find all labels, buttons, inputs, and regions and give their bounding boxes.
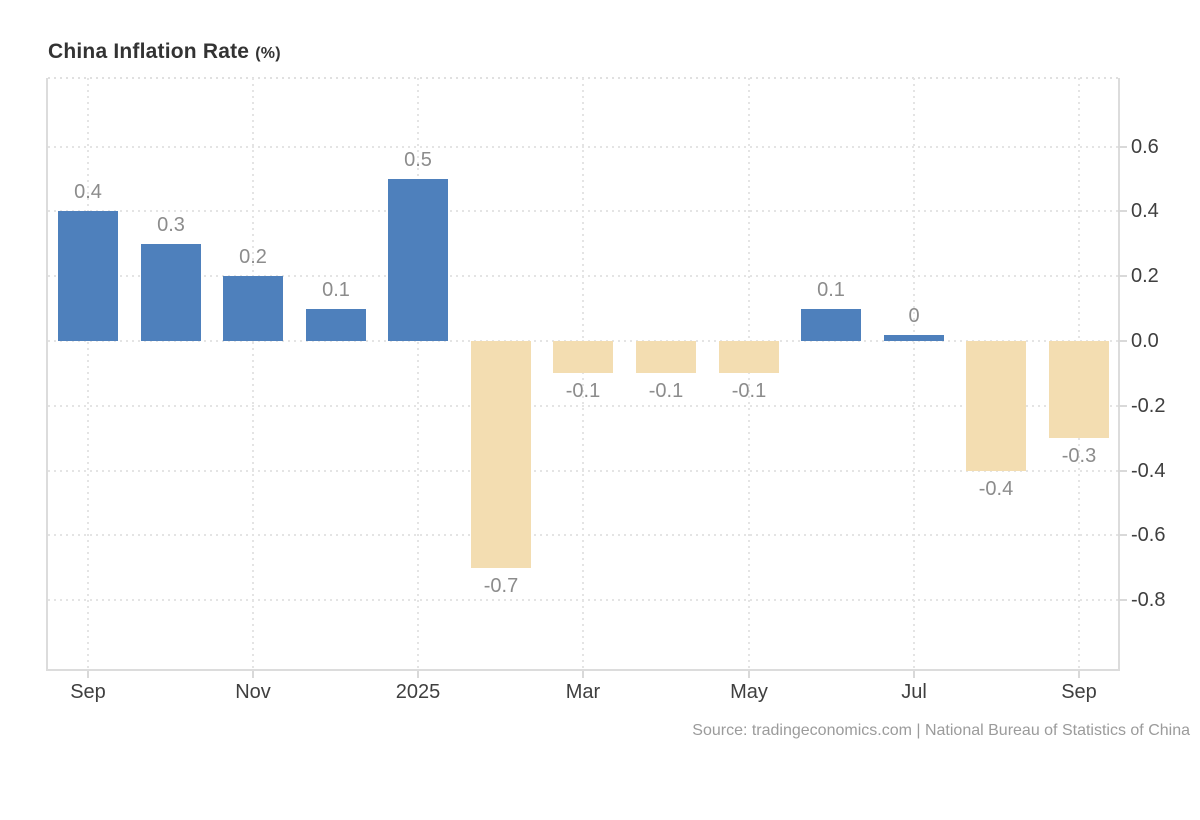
bar-mar-2025 — [553, 341, 613, 373]
bar-value-label: -0.1 — [565, 380, 601, 402]
x-tick-label-sep: Sep — [70, 681, 106, 703]
bar-feb-2025 — [471, 341, 531, 568]
y-tick-mark — [1118, 470, 1127, 472]
bar-apr-2025 — [636, 341, 696, 373]
x-tick-label-jul: Jul — [901, 681, 927, 703]
x-tick-label-sep: Sep — [1061, 681, 1097, 703]
bar-value-label: -0.1 — [648, 380, 684, 402]
x-tick-mark — [748, 671, 750, 678]
gridline-v-2025 — [417, 78, 419, 669]
bar-value-label: -0.3 — [1061, 445, 1097, 467]
y-tick-mark — [1118, 275, 1127, 277]
y-tick-mark — [1118, 340, 1127, 342]
plot-left-border — [46, 78, 48, 669]
gridline-v-sep — [87, 78, 89, 669]
y-tick-label: -0.6 — [1131, 524, 1166, 546]
bar-value-label: 0.1 — [322, 279, 350, 301]
y-tick-label: -0.2 — [1131, 395, 1166, 417]
bar-sep-2025 — [1049, 341, 1109, 438]
x-tick-mark — [417, 671, 419, 678]
source-attribution: Source: tradingeconomics.com | National … — [692, 722, 1190, 739]
y-tick-mark — [1118, 599, 1127, 601]
bar-value-label: 0.1 — [817, 279, 845, 301]
gridline-v-jul — [913, 78, 915, 669]
x-tick-label-nov: Nov — [235, 681, 271, 703]
x-axis-line — [46, 669, 1120, 671]
x-tick-label-may: May — [730, 681, 768, 703]
bar-value-label: 0.3 — [157, 214, 185, 236]
x-tick-mark — [582, 671, 584, 678]
chart-title: China Inflation Rate (%) — [48, 40, 281, 64]
bar-value-label: 0.2 — [239, 246, 267, 268]
bar-sep-2024 — [58, 211, 118, 341]
y-tick-mark — [1118, 146, 1127, 148]
x-tick-mark — [252, 671, 254, 678]
chart-title-unit: (%) — [255, 45, 281, 62]
y-axis-line — [1118, 78, 1120, 669]
y-tick-mark — [1118, 534, 1127, 536]
bar-jan-2025 — [388, 179, 448, 341]
bar-jul-2025 — [884, 335, 944, 341]
gridline-v-mar — [582, 78, 584, 669]
gridline-v-may — [748, 78, 750, 669]
bar-value-label: 0 — [908, 305, 920, 327]
x-tick-mark — [87, 671, 89, 678]
chart-title-main: China Inflation Rate — [48, 40, 250, 63]
x-tick-mark — [913, 671, 915, 678]
bar-value-label: 0.5 — [404, 149, 432, 171]
gridline-v-nov — [252, 78, 254, 669]
y-tick-label: 0.6 — [1131, 136, 1159, 158]
y-tick-label: 0.0 — [1131, 330, 1159, 352]
bar-value-label: -0.7 — [483, 575, 519, 597]
y-tick-label: -0.4 — [1131, 460, 1166, 482]
y-tick-label: -0.8 — [1131, 589, 1166, 611]
x-tick-label-2025: 2025 — [395, 681, 441, 703]
y-tick-label: 0.2 — [1131, 265, 1159, 287]
bar-may-2025 — [719, 341, 779, 373]
bar-jun-2025 — [801, 309, 861, 341]
bar-value-label: 0.4 — [74, 181, 102, 203]
y-tick-label: 0.4 — [1131, 200, 1159, 222]
bar-oct-2024 — [141, 244, 201, 341]
y-tick-mark — [1118, 405, 1127, 407]
x-tick-label-mar: Mar — [565, 681, 601, 703]
bar-value-label: -0.4 — [978, 478, 1014, 500]
x-tick-mark — [1078, 671, 1080, 678]
y-tick-mark — [1118, 210, 1127, 212]
bar-value-label: -0.1 — [731, 380, 767, 402]
bar-aug-2025 — [966, 341, 1026, 471]
bar-dec-2024 — [306, 309, 366, 341]
bar-nov-2024 — [223, 276, 283, 341]
